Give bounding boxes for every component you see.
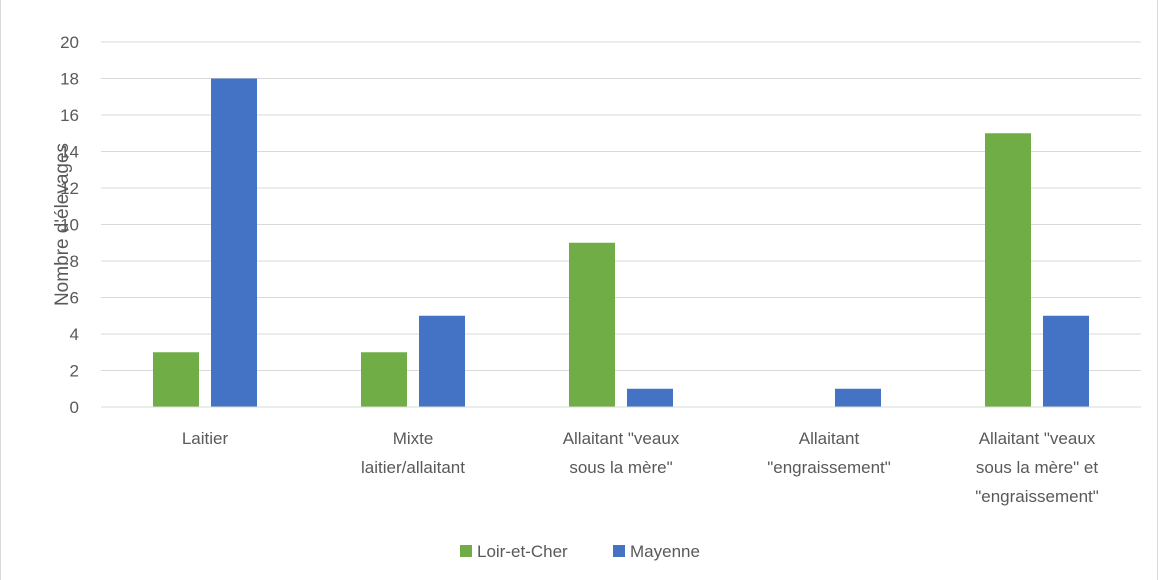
y-tick-label: 6 (70, 289, 79, 308)
x-category-label: sous la mère" (569, 458, 672, 477)
legend-swatch-mayenne (613, 545, 625, 557)
x-category-label: "engraissement" (767, 458, 891, 477)
bar-mayenne-2 (627, 388, 673, 407)
x-category-label: Allaitant "veaux (979, 429, 1096, 448)
x-category-label: "engraissement" (975, 487, 1099, 506)
legend-label: Mayenne (630, 542, 700, 561)
y-axis-label: Nombre d'élevages (52, 143, 73, 306)
bar-loir-et-cher-0 (153, 352, 199, 407)
y-axis-ticks: 0 2 4 6 8 10 12 14 16 18 20 (60, 33, 79, 417)
bar-mayenne-1 (419, 315, 465, 407)
x-category-label: Allaitant "veaux (563, 429, 680, 448)
y-tick-label: 20 (60, 33, 79, 52)
bars (153, 78, 1089, 407)
y-tick-label: 8 (70, 252, 79, 271)
y-tick-label: 16 (60, 106, 79, 125)
x-category-label: Mixte (393, 429, 434, 448)
y-tick-label: 4 (70, 325, 79, 344)
x-category-label: Allaitant (799, 429, 860, 448)
y-tick-label: 10 (60, 216, 79, 235)
y-tick-label: 14 (60, 143, 79, 162)
y-tick-label: 2 (70, 362, 79, 381)
gridlines (101, 41, 1141, 371)
bar-mayenne-0 (211, 78, 257, 407)
bar-loir-et-cher-1 (361, 352, 407, 407)
y-tick-label: 18 (60, 70, 79, 89)
bar-mayenne-4 (1043, 315, 1089, 407)
bar-mayenne-3 (835, 388, 881, 407)
y-tick-label: 12 (60, 179, 79, 198)
bar-loir-et-cher-4 (985, 133, 1031, 407)
x-category-label: laitier/allaitant (361, 458, 465, 477)
y-tick-label: 0 (70, 398, 79, 417)
bar-loir-et-cher-2 (569, 242, 615, 407)
legend-swatch-loir-et-cher (460, 545, 472, 557)
legend-label: Loir-et-Cher (477, 542, 568, 561)
x-category-label: sous la mère" et (976, 458, 1099, 477)
x-axis-categories: Laitier Mixte laitier/allaitant Allaitant "… (182, 429, 1099, 506)
x-category-label: Laitier (182, 429, 229, 448)
legend: Loir-et-Cher Mayenne (460, 542, 700, 561)
